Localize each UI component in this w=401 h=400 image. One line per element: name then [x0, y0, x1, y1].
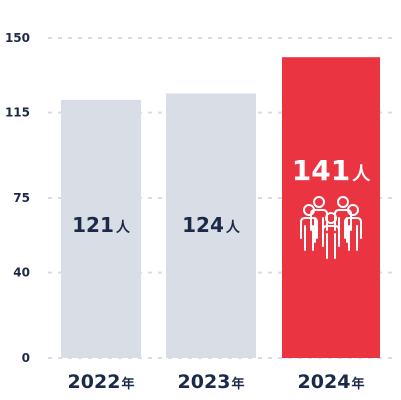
category-year: 2023	[178, 371, 231, 393]
category-suffix: 年	[231, 376, 244, 392]
value-label: 141 人	[292, 154, 371, 187]
y-tick-label: 75	[13, 191, 30, 205]
x-category-label: 2023年	[178, 371, 245, 393]
value-unit: 人	[226, 219, 241, 236]
x-category-label: 2022年	[68, 371, 135, 393]
category-suffix: 年	[121, 376, 134, 392]
category-year: 2022	[68, 371, 121, 393]
value-label: 121 人	[72, 213, 131, 237]
person-icon	[322, 212, 340, 259]
bar	[166, 93, 256, 358]
y-tick-label: 0	[22, 351, 30, 365]
value-number: 124	[182, 213, 224, 237]
value-number: 121	[72, 213, 114, 237]
value-number: 141	[292, 154, 350, 187]
category-year: 2024	[298, 371, 351, 393]
value-unit: 人	[116, 219, 131, 236]
people-group-icon	[300, 196, 362, 259]
y-tick-label: 40	[13, 266, 30, 280]
bars	[61, 57, 380, 358]
person-icon	[300, 204, 318, 251]
y-tick-label: 115	[5, 106, 30, 120]
bar	[282, 57, 380, 358]
y-tick-label: 150	[5, 31, 30, 45]
bar	[61, 99, 141, 358]
x-category-label: 2024年	[298, 371, 365, 393]
category-suffix: 年	[351, 376, 364, 392]
value-unit: 人	[352, 164, 371, 185]
value-label: 124 人	[182, 213, 241, 237]
